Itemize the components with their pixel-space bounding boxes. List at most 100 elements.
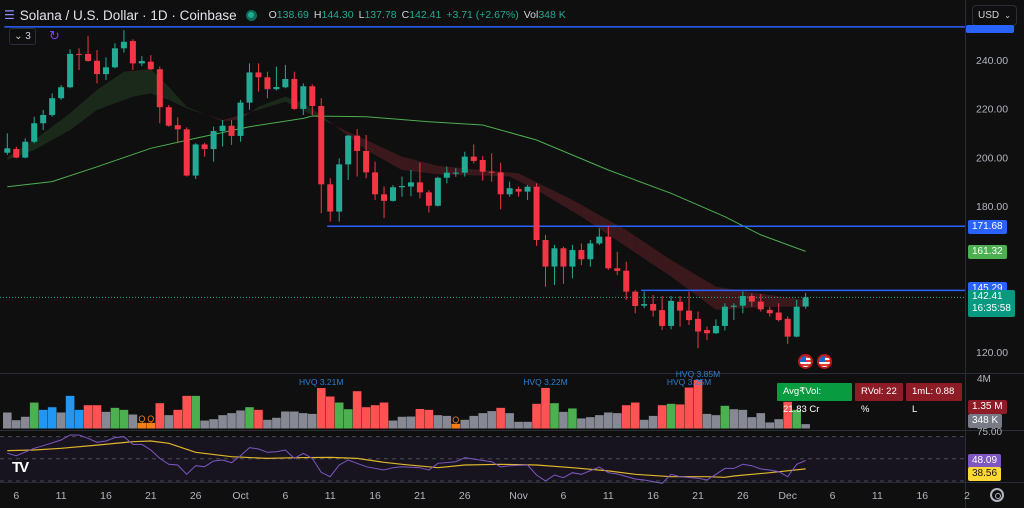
time-axis-tick: 6 — [282, 490, 288, 502]
volume-bar — [774, 419, 784, 429]
candle-body — [668, 300, 675, 326]
candle — [515, 186, 522, 197]
ema-ribbon-segment — [437, 165, 447, 175]
settings-gear-icon[interactable] — [990, 488, 1004, 502]
rsi-line — [7, 434, 806, 484]
candle-body — [587, 243, 594, 260]
candle — [407, 169, 414, 197]
candle-body — [623, 270, 630, 292]
open-value: 138.69 — [276, 9, 309, 21]
candle-body — [363, 150, 370, 173]
candle-body — [58, 87, 65, 99]
ema-ribbon-segment — [626, 230, 636, 253]
time-axis-tick: 16 — [647, 490, 659, 502]
candle-body — [111, 48, 118, 68]
ema-ribbon-segment — [105, 77, 115, 107]
price-axis-tick: 200.00 — [976, 152, 1008, 164]
candle — [398, 176, 405, 197]
candle — [596, 228, 603, 245]
ema-ribbon-segment — [195, 110, 205, 115]
ema-ribbon-segment — [787, 297, 797, 307]
volume-bar — [316, 388, 326, 429]
ema-ribbon-segment — [330, 121, 340, 129]
volume-bar — [451, 423, 461, 429]
us-flag-icon[interactable] — [798, 354, 813, 369]
candle-body — [578, 250, 585, 260]
volume-bar — [65, 395, 75, 429]
time-axis[interactable]: 6 11 16 21 26 Oct 6 11 16 21 26 Nov 6 11 16 21 26 Dec 6 11 1… — [13, 490, 970, 502]
time-axis-tick: 11 — [603, 490, 614, 502]
volume-q-marker: Q — [147, 414, 154, 424]
candle-body — [659, 310, 666, 326]
symbol-title[interactable]: Solana / U.S. Dollar · 1D · Coinbase — [19, 7, 237, 23]
time-axis-tick: 21 — [414, 490, 426, 502]
volume-bar — [711, 415, 721, 429]
candle — [488, 153, 495, 182]
candle — [318, 98, 325, 214]
sma-value-label: 161.32 — [968, 245, 1007, 259]
candle-body — [228, 125, 235, 136]
candle-body — [739, 296, 746, 306]
candle — [120, 30, 127, 53]
candle-body — [372, 172, 379, 195]
volume-bar — [281, 411, 290, 429]
price-axis-tick: 120.00 — [976, 347, 1008, 359]
candle — [605, 225, 612, 270]
candle — [712, 319, 719, 334]
candle — [237, 99, 244, 142]
level-171-label: 171.68 — [968, 220, 1007, 234]
collapse-indicators-button[interactable]: ⌄ 3 — [9, 28, 36, 45]
time-axis-tick: 21 — [145, 490, 157, 502]
candle-body — [165, 107, 172, 126]
candle-body — [686, 310, 693, 321]
price-axis[interactable]: 4M 75.00 240.00 220.00 200.00 180.00 120.00 — [976, 55, 1008, 438]
candle-body — [632, 291, 639, 306]
volume-bar — [47, 407, 57, 429]
volume-bar — [29, 402, 39, 429]
volume-bar — [559, 411, 568, 429]
ema-ribbon-segment — [778, 296, 788, 307]
candle — [219, 120, 226, 147]
candle-body — [506, 188, 513, 195]
chevron-down-icon: ⌄ — [14, 31, 26, 42]
hamburger-icon[interactable]: ☰ — [4, 8, 15, 22]
candle — [111, 43, 118, 69]
candle — [273, 66, 280, 91]
price-axis-tick: 180.00 — [976, 201, 1008, 213]
volume-bar — [469, 415, 479, 429]
ema-ribbon-segment — [715, 286, 725, 310]
last-price-value: 142.41 — [972, 291, 1003, 302]
ema-ribbon-segment — [70, 105, 80, 131]
ema-ribbon-segment — [177, 96, 187, 109]
high-label: H — [313, 9, 322, 21]
volume-bar — [236, 410, 245, 429]
volume-bar — [801, 424, 810, 429]
ema-ribbon-segment — [34, 133, 44, 151]
tradingview-logo[interactable]: TV — [12, 459, 29, 476]
candle-body — [569, 250, 576, 267]
currency-select[interactable]: USD ⌄ — [972, 5, 1017, 26]
ema-ribbon-segment — [563, 195, 573, 212]
ema-ribbon-segment — [401, 156, 411, 172]
candle — [156, 66, 163, 124]
hvq-label: HVQ 3.85M — [676, 369, 720, 379]
volume-bar — [290, 411, 299, 429]
refresh-icon[interactable]: ↻ — [49, 28, 60, 43]
one-ml-stat: 1mL: 0.88 L — [906, 383, 962, 415]
rsi-ma-line — [7, 440, 806, 478]
volume-bar — [334, 402, 344, 429]
candle — [757, 294, 764, 312]
volume-bar — [263, 419, 272, 429]
volume-bar — [245, 407, 254, 429]
volume-bar — [370, 405, 380, 429]
ema-ribbon-segment — [186, 106, 196, 112]
candles — [4, 30, 809, 349]
candle — [793, 299, 800, 338]
us-flag-icon[interactable] — [817, 354, 832, 369]
candle-body — [22, 141, 29, 158]
price-axis-tick: 220.00 — [976, 104, 1008, 116]
candle-body — [255, 72, 262, 78]
candle-body — [156, 69, 163, 108]
candle — [775, 303, 782, 322]
